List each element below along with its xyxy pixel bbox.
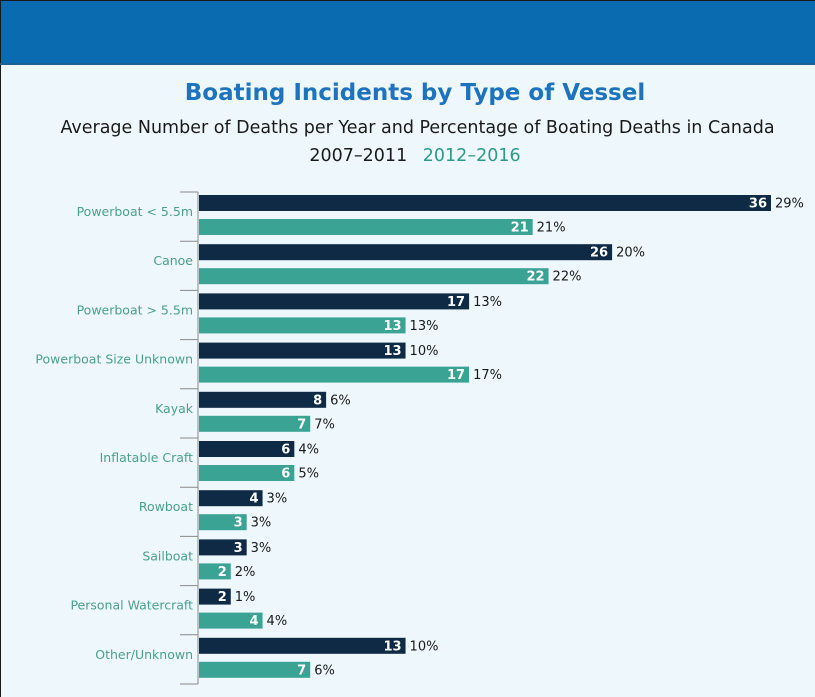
category-label: Other/Unknown	[95, 647, 193, 662]
bar-value-label: 2	[218, 565, 227, 580]
bar-percent-label: 3%	[251, 516, 272, 531]
bar-2007-2011	[199, 293, 470, 310]
bar-2012-2016	[199, 514, 247, 531]
bar-percent-label: 22%	[553, 270, 582, 285]
category-label: Powerboat < 5.5m	[77, 204, 193, 219]
bar-2012-2016	[199, 612, 263, 629]
bar-value-label: 8	[313, 393, 322, 408]
bar-percent-label: 17%	[473, 368, 502, 383]
bar-value-label: 22	[526, 270, 544, 285]
bar-2007-2011	[199, 637, 406, 654]
bar-2007-2011	[199, 195, 771, 211]
header-divider	[0, 63, 815, 65]
bar-2007-2011	[199, 441, 295, 457]
bar-value-label: 13	[383, 639, 401, 654]
bar-percent-label: 21%	[537, 221, 566, 236]
bar-2007-2011	[199, 391, 327, 408]
category-label: Canoe	[153, 253, 193, 268]
legend-series-2012-2016: 2012–2016	[422, 146, 521, 166]
bar-2012-2016	[199, 366, 470, 383]
bar-2007-2011	[199, 588, 231, 605]
category-label: Kayak	[155, 401, 194, 416]
bar-2012-2016	[199, 268, 549, 285]
category-label: Personal Watercraft	[70, 598, 193, 613]
category-label: Inflatable Craft	[100, 450, 193, 465]
bar-2012-2016	[199, 415, 311, 432]
bar-value-label: 7	[297, 417, 306, 432]
bar-value-label: 7	[297, 663, 306, 678]
chart-subtitle: Average Number of Deaths per Year and Pe…	[60, 118, 775, 138]
bar-value-label: 36	[749, 197, 767, 212]
bar-2012-2016	[199, 661, 311, 678]
bar-value-label: 6	[281, 443, 290, 458]
bar-percent-label: 1%	[235, 590, 256, 605]
bar-value-label: 3	[234, 516, 243, 531]
category-label: Powerboat > 5.5m	[77, 302, 193, 317]
bar-2007-2011	[199, 490, 263, 507]
bar-value-label: 17	[447, 368, 465, 383]
bar-value-label: 3	[234, 541, 243, 556]
bar-percent-label: 2%	[235, 565, 256, 580]
bar-percent-label: 6%	[314, 663, 335, 678]
bar-percent-label: 13%	[410, 319, 439, 334]
bar-percent-label: 6%	[330, 393, 351, 408]
legend-series-2007-2011: 2007–2011	[309, 146, 408, 166]
bar-value-label: 17	[447, 295, 465, 310]
bar-value-label: 6	[281, 467, 290, 482]
bar-value-label: 26	[590, 246, 608, 261]
bar-percent-label: 29%	[775, 197, 804, 212]
bar-percent-label: 20%	[616, 246, 645, 261]
bar-value-label: 13	[383, 344, 401, 359]
header-bar	[0, 0, 815, 63]
bar-percent-label: 13%	[473, 295, 502, 310]
bar-percent-label: 4%	[298, 443, 319, 458]
category-label: Powerboat Size Unknown	[35, 352, 193, 367]
bar-2007-2011	[199, 244, 613, 261]
bar-2007-2011	[199, 342, 406, 359]
bar-percent-label: 4%	[267, 614, 288, 629]
bar-value-label: 21	[511, 221, 529, 236]
category-label: Rowboat	[139, 499, 193, 514]
category-label: Sailboat	[142, 548, 193, 563]
bar-value-label: 4	[250, 614, 259, 629]
bar-percent-label: 5%	[298, 467, 319, 482]
bar-2012-2016	[199, 465, 295, 481]
bar-value-label: 13	[383, 319, 401, 334]
chart-title: Boating Incidents by Type of Vessel	[184, 80, 646, 106]
bar-percent-label: 10%	[410, 639, 439, 654]
bar-2007-2011	[199, 539, 247, 556]
bar-percent-label: 7%	[314, 417, 335, 432]
bar-value-label: 4	[250, 492, 259, 507]
bar-percent-label: 10%	[410, 344, 439, 359]
bar-2012-2016	[199, 317, 406, 334]
bar-value-label: 2	[218, 590, 227, 605]
legend: 2007–2011 2012–2016	[0, 146, 815, 166]
bar-2012-2016	[199, 219, 533, 235]
bar-percent-label: 3%	[251, 541, 272, 556]
bar-2012-2016	[199, 563, 231, 580]
bar-percent-label: 3%	[267, 492, 288, 507]
